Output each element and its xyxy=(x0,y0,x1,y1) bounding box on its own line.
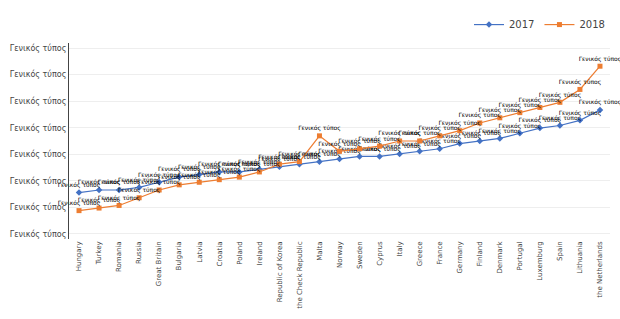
svg-text:Γενικός τύπος: Γενικός τύπος xyxy=(10,149,67,159)
svg-text:Γενικός τύπος: Γενικός τύπος xyxy=(198,168,241,176)
svg-text:Γενικός τύπος: Γενικός τύπος xyxy=(298,150,341,158)
svg-text:Γενικός τύπος: Γενικός τύπος xyxy=(278,150,321,158)
svg-text:Γενικός τύπος: Γενικός τύπος xyxy=(218,165,261,173)
svg-text:Γενικός τύπος: Γενικός τύπος xyxy=(338,137,381,145)
svg-text:Γενικός τύπος: Γενικός τύπος xyxy=(398,129,441,137)
svg-text:Γενικός τύπος: Γενικός τύπος xyxy=(10,229,67,239)
svg-text:Γενικός τύπος: Γενικός τύπος xyxy=(438,119,481,127)
svg-text:Γενικός τύπος: Γενικός τύπος xyxy=(298,124,341,132)
svg-text:Luxemburg: Luxemburg xyxy=(536,241,544,280)
svg-text:Γενικός τύπος: Γενικός τύπος xyxy=(499,122,541,130)
svg-text:Γενικός τύπος: Γενικός τύπος xyxy=(398,140,441,148)
svg-text:Finland: Finland xyxy=(476,241,484,266)
svg-text:Spain: Spain xyxy=(556,241,564,261)
svg-text:Croatia: Croatia xyxy=(216,241,224,266)
svg-text:2018: 2018 xyxy=(579,19,604,30)
svg-text:Γενικός τύπος: Γενικός τύπος xyxy=(10,176,67,186)
svg-text:Γενικός τύπος: Γενικός τύπος xyxy=(78,196,121,204)
svg-text:Γενικός τύπος: Γενικός τύπος xyxy=(58,181,101,189)
svg-text:Norway: Norway xyxy=(336,241,344,268)
svg-text:Bulgaria: Bulgaria xyxy=(175,241,183,270)
svg-text:Γενικός τύπος: Γενικός τύπος xyxy=(579,98,620,106)
svg-text:Γενικός τύπος: Γενικός τύπος xyxy=(459,111,502,119)
svg-text:Γενικός τύπος: Γενικός τύπος xyxy=(479,106,522,114)
svg-text:Italy: Italy xyxy=(396,241,404,256)
svg-text:Γενικός τύπος: Γενικός τύπος xyxy=(158,165,201,173)
svg-text:Γενικός τύπος: Γενικός τύπος xyxy=(10,96,67,106)
svg-text:the Netherlands: the Netherlands xyxy=(596,241,604,298)
svg-text:Γενικός τύπος: Γενικός τύπος xyxy=(138,171,181,179)
svg-text:Γενικός τύπος: Γενικός τύπος xyxy=(258,155,301,163)
svg-text:Γενικός τύπος: Γενικός τύπος xyxy=(238,158,281,166)
svg-text:Russia: Russia xyxy=(135,241,143,264)
svg-text:Γενικός τύπος: Γενικός τύπος xyxy=(118,186,161,194)
svg-text:France: France xyxy=(436,241,444,264)
svg-text:Γενικός τύπος: Γενικός τύπος xyxy=(358,135,401,143)
svg-text:Cyprus: Cyprus xyxy=(376,241,384,266)
svg-text:Denmark: Denmark xyxy=(496,240,504,273)
svg-text:Γενικός τύπος: Γενικός τύπος xyxy=(98,178,140,186)
svg-text:Γενικός τύπος: Γενικός τύπος xyxy=(10,43,67,53)
svg-text:Turkey: Turkey xyxy=(95,241,103,265)
svg-text:Γενικός τύπος: Γενικός τύπος xyxy=(358,145,401,153)
svg-text:Γενικός τύπος: Γενικός τύπος xyxy=(318,147,361,155)
svg-text:Romania: Romania xyxy=(115,241,123,272)
svg-text:Γενικός τύπος: Γενικός τύπος xyxy=(238,160,281,168)
svg-text:Γενικός τύπος: Γενικός τύπος xyxy=(378,142,421,150)
svg-text:Γενικός τύπος: Γενικός τύπος xyxy=(559,78,602,86)
svg-text:Γενικός τύπος: Γενικός τύπος xyxy=(178,171,221,179)
svg-text:Γενικός τύπος: Γενικός τύπος xyxy=(519,96,562,104)
svg-text:Greece: Greece xyxy=(416,241,424,266)
svg-text:Γενικός τύπος: Γενικός τύπος xyxy=(338,145,381,153)
svg-text:Γενικός τύπος: Γενικός τύπος xyxy=(98,194,140,202)
svg-text:Γενικός τύπος: Γενικός τύπος xyxy=(519,116,562,124)
svg-text:Lithuania: Lithuania xyxy=(576,241,584,273)
svg-text:Ireland: Ireland xyxy=(256,241,264,265)
svg-text:Γενικός τύπος: Γενικός τύπος xyxy=(479,127,522,135)
svg-text:Γενικός τύπος: Γενικός τύπος xyxy=(10,69,67,79)
svg-text:Γενικός τύπος: Γενικός τύπος xyxy=(218,160,261,168)
svg-text:Germany: Germany xyxy=(456,241,464,273)
svg-text:the Check Republic: the Check Republic xyxy=(296,241,304,309)
svg-text:Γενικός τύπος: Γενικός τύπος xyxy=(539,91,582,99)
svg-text:Γενικός τύπος: Γενικός τύπος xyxy=(539,114,582,122)
svg-text:Γενικός τύπος: Γενικός τύπος xyxy=(118,176,161,184)
svg-text:Γενικός τύπος: Γενικός τύπος xyxy=(10,123,67,133)
svg-text:Γενικός τύπος: Γενικός τύπος xyxy=(258,153,301,161)
svg-text:Malta: Malta xyxy=(316,241,324,260)
svg-text:Poland: Poland xyxy=(236,241,244,264)
svg-text:Γενικός τύπος: Γενικός τύπος xyxy=(58,199,101,207)
svg-text:Γενικός τύπος: Γενικός τύπος xyxy=(178,163,221,171)
svg-text:Γενικός τύπος: Γενικός τύπος xyxy=(158,173,201,181)
svg-text:Γενικός τύπος: Γενικός τύπος xyxy=(78,178,121,186)
svg-text:Γενικός τύπος: Γενικός τύπος xyxy=(438,132,481,140)
svg-text:Γενικός τύπος: Γενικός τύπος xyxy=(418,124,461,132)
svg-text:Γενικός τύπος: Γενικός τύπος xyxy=(318,140,361,148)
svg-text:Sweden: Sweden xyxy=(356,241,364,269)
svg-text:Portugal: Portugal xyxy=(516,241,524,270)
svg-text:Γενικός τύπος: Γενικός τύπος xyxy=(418,137,461,145)
svg-text:Republic of Korea: Republic of Korea xyxy=(276,241,284,302)
svg-text:Hungary: Hungary xyxy=(75,241,83,271)
svg-text:Γενικός τύπος: Γενικός τύπος xyxy=(198,160,241,168)
svg-text:Latvia: Latvia xyxy=(196,241,204,262)
svg-text:Γενικός τύπος: Γενικός τύπος xyxy=(579,55,620,63)
svg-text:Γενικός τύπος: Γενικός τύπος xyxy=(10,202,67,212)
svg-text:2017: 2017 xyxy=(509,19,534,30)
svg-text:Γενικός τύπος: Γενικός τύπος xyxy=(378,129,421,137)
svg-text:Γενικός τύπος: Γενικός τύπος xyxy=(278,153,321,161)
svg-text:Γενικός τύπος: Γενικός τύπος xyxy=(559,109,602,117)
svg-text:Γενικός τύπος: Γενικός τύπος xyxy=(138,178,181,186)
svg-text:Γενικός τύπος: Γενικός τύπος xyxy=(499,101,541,109)
svg-text:Great Britain: Great Britain xyxy=(155,241,163,286)
svg-text:Γενικός τύπος: Γενικός τύπος xyxy=(459,129,502,137)
